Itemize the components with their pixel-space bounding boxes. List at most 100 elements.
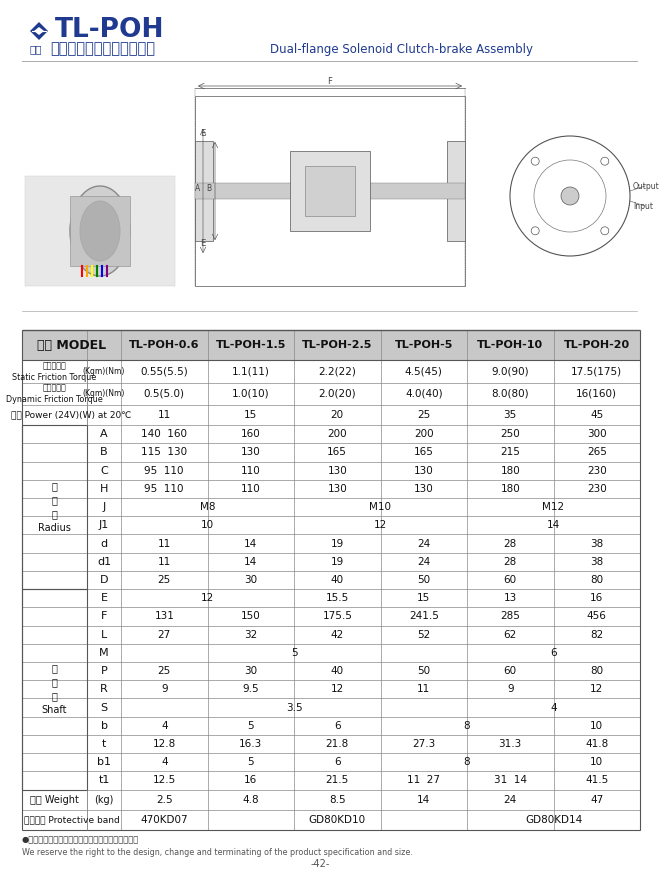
Text: -42-: -42- xyxy=(310,859,330,869)
Text: 110: 110 xyxy=(241,466,260,476)
Text: 42: 42 xyxy=(331,630,344,640)
Text: 台菱: 台菱 xyxy=(30,44,42,54)
Text: 16(160): 16(160) xyxy=(576,389,617,399)
Text: 160: 160 xyxy=(241,429,260,439)
Text: 28: 28 xyxy=(503,538,517,548)
Bar xyxy=(22,516,640,534)
Text: R: R xyxy=(100,685,108,694)
Bar xyxy=(22,662,640,680)
Bar xyxy=(22,753,640,771)
Bar xyxy=(22,425,640,444)
Text: 徑
方
向
Radius: 徑 方 向 Radius xyxy=(38,481,71,533)
Text: F: F xyxy=(328,77,332,86)
Text: 9: 9 xyxy=(161,685,167,694)
Text: 10: 10 xyxy=(590,720,603,731)
Text: 11: 11 xyxy=(158,410,171,420)
Circle shape xyxy=(531,227,539,235)
Text: d1: d1 xyxy=(97,556,111,567)
Text: 19: 19 xyxy=(331,538,344,548)
Text: (kg): (kg) xyxy=(94,795,114,805)
Text: H: H xyxy=(100,484,108,494)
Bar xyxy=(70,196,130,266)
Text: 30: 30 xyxy=(244,575,257,585)
Text: 12: 12 xyxy=(331,685,344,694)
Text: 24: 24 xyxy=(417,556,430,567)
Text: 60: 60 xyxy=(503,575,517,585)
Text: 2.2(22): 2.2(22) xyxy=(318,366,356,376)
Text: 14: 14 xyxy=(417,795,430,805)
Text: 9.0(90): 9.0(90) xyxy=(492,366,529,376)
Text: 230: 230 xyxy=(587,466,607,476)
Text: 3.5: 3.5 xyxy=(286,702,302,712)
Text: 5: 5 xyxy=(247,757,254,767)
Text: 165: 165 xyxy=(328,447,347,458)
Text: 4.0(40): 4.0(40) xyxy=(405,389,443,399)
Text: 12.8: 12.8 xyxy=(153,739,176,749)
Text: 2.0(20): 2.0(20) xyxy=(318,389,356,399)
Text: 40: 40 xyxy=(331,666,344,676)
Text: 130: 130 xyxy=(414,466,434,476)
Text: 131: 131 xyxy=(154,611,174,622)
Text: Output: Output xyxy=(633,182,659,191)
Text: 保護束子 Protective band: 保護束子 Protective band xyxy=(24,815,119,824)
Bar xyxy=(22,607,640,625)
Text: 80: 80 xyxy=(590,575,603,585)
Text: C: C xyxy=(100,466,108,476)
Bar xyxy=(22,680,640,698)
Bar xyxy=(22,589,640,607)
Ellipse shape xyxy=(80,201,120,261)
Bar xyxy=(22,534,640,553)
Text: 30: 30 xyxy=(244,666,257,676)
Text: 38: 38 xyxy=(590,556,604,567)
Text: 95  110: 95 110 xyxy=(144,466,184,476)
Bar xyxy=(195,96,465,286)
Text: L: L xyxy=(101,630,107,640)
Text: 4: 4 xyxy=(161,757,167,767)
Bar xyxy=(290,151,370,231)
Text: 230: 230 xyxy=(587,484,607,494)
Text: 82: 82 xyxy=(590,630,604,640)
Text: 4: 4 xyxy=(550,702,557,712)
Text: B: B xyxy=(206,184,212,193)
Bar xyxy=(22,360,640,383)
Text: 2.5: 2.5 xyxy=(156,795,173,805)
Bar xyxy=(22,444,640,461)
Text: 40: 40 xyxy=(331,575,344,585)
Text: 35: 35 xyxy=(503,410,517,420)
Bar xyxy=(22,717,640,735)
Text: 15.5: 15.5 xyxy=(326,593,349,603)
Text: 50: 50 xyxy=(417,666,430,676)
Bar xyxy=(22,698,640,717)
Text: 9.5: 9.5 xyxy=(243,685,259,694)
Text: 11: 11 xyxy=(158,556,171,567)
Bar xyxy=(22,479,640,498)
Bar xyxy=(22,771,640,789)
Text: 17.5(175): 17.5(175) xyxy=(571,366,622,376)
Text: 9: 9 xyxy=(507,685,513,694)
Text: 16: 16 xyxy=(590,593,604,603)
Text: TL-POH-5: TL-POH-5 xyxy=(395,340,453,350)
Text: 24: 24 xyxy=(417,538,430,548)
Text: 41.8: 41.8 xyxy=(585,739,608,749)
Text: GD80KD14: GD80KD14 xyxy=(525,814,582,825)
Text: 180: 180 xyxy=(500,484,520,494)
Text: 0.55(5.5): 0.55(5.5) xyxy=(140,366,188,376)
Bar xyxy=(22,789,640,810)
Text: 重量 Weight: 重量 Weight xyxy=(30,795,79,805)
Text: 32: 32 xyxy=(244,630,258,640)
Text: 4.5(45): 4.5(45) xyxy=(405,366,443,376)
Bar xyxy=(195,141,213,241)
Text: TL-POH: TL-POH xyxy=(55,17,165,43)
Text: Input: Input xyxy=(633,202,653,211)
Text: 12: 12 xyxy=(201,593,214,603)
Text: 62: 62 xyxy=(503,630,517,640)
Text: 10: 10 xyxy=(201,521,214,530)
Bar xyxy=(22,553,640,571)
Text: 14: 14 xyxy=(547,521,560,530)
Text: 功率 Power (24V)(W) at 20℃: 功率 Power (24V)(W) at 20℃ xyxy=(11,410,132,419)
Text: 80: 80 xyxy=(590,666,603,676)
Text: 型號 MODEL: 型號 MODEL xyxy=(37,339,106,352)
Text: 130: 130 xyxy=(328,466,347,476)
Text: 14: 14 xyxy=(244,556,258,567)
Text: 0.5(5.0): 0.5(5.0) xyxy=(144,389,185,399)
